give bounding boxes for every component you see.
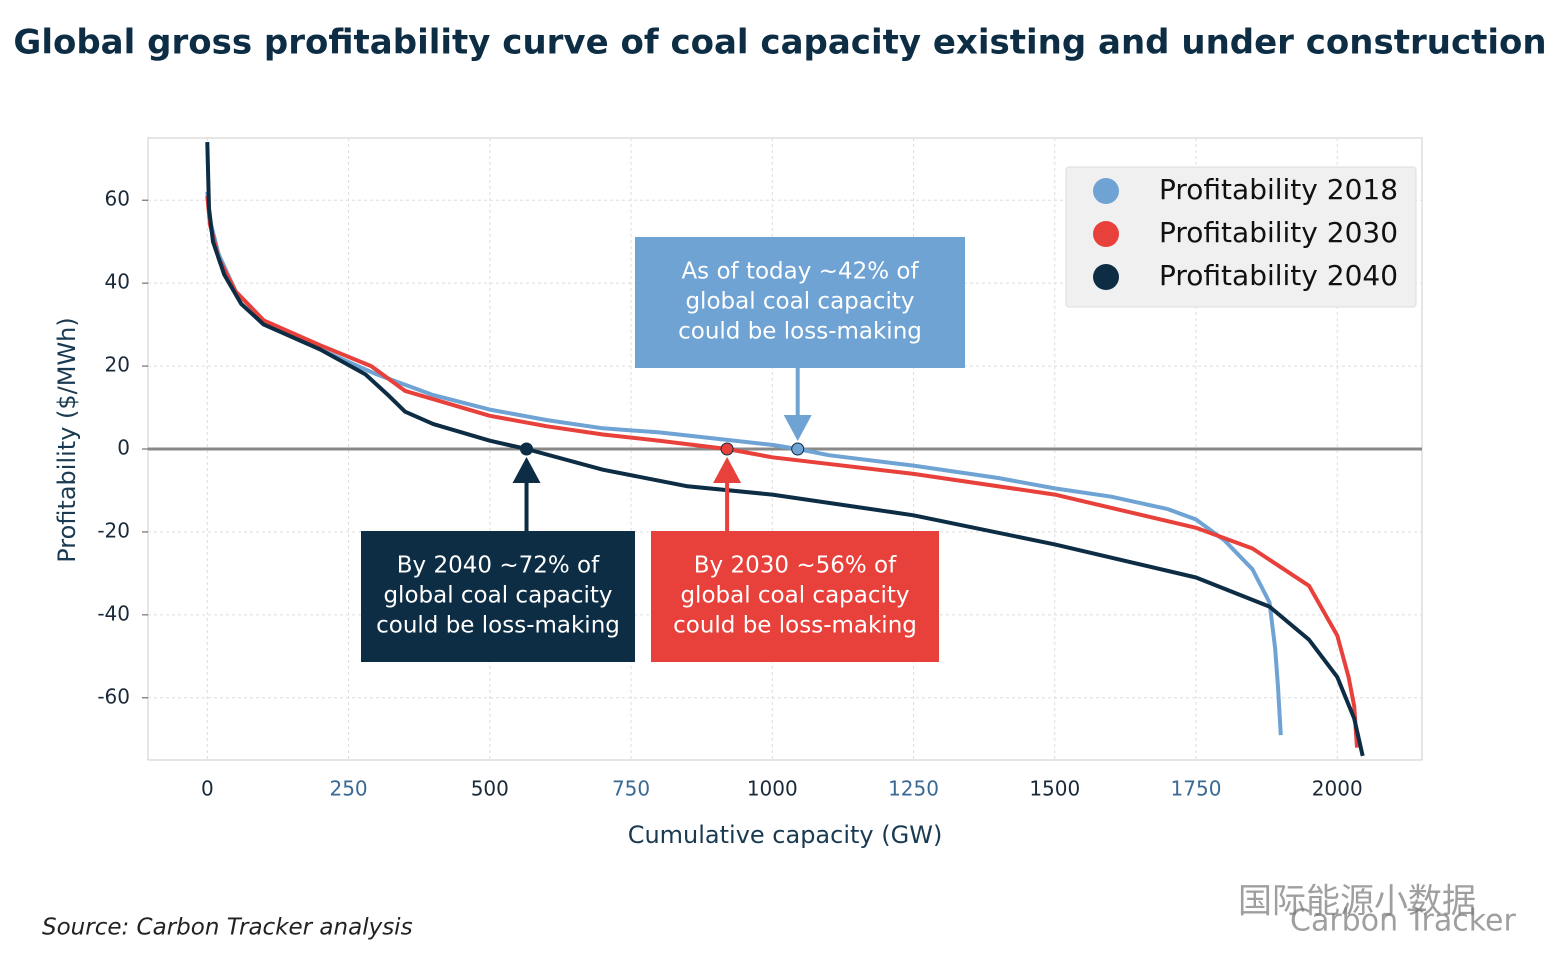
annotation-text: could be loss-making [678,319,922,345]
x-tick-label: 1000 [747,777,798,801]
annotation-box [361,531,635,662]
legend-label: Profitability 2040 [1159,259,1398,292]
annotation-text: could be loss-making [376,613,620,639]
y-tick-label: 60 [105,187,130,211]
annotation-text: By 2040 ~72% of [397,553,600,579]
annotation-point [720,442,734,456]
source: Source: Carbon Tracker analysis [42,915,413,941]
annotation-point [791,442,805,456]
legend-box [1065,166,1417,308]
x-tick-label: 1250 [888,777,939,801]
legend-label: Profitability 2018 [1159,173,1398,206]
annotation-arrowhead [783,415,812,441]
y-tick-label: 20 [105,353,130,377]
annotation-box [651,531,939,662]
overlay: As of today ~42% of global coal capacity c… [361,166,1417,662]
annotation-text: global coal capacity [685,289,914,315]
x-tick-label: 1750 [1171,777,1222,801]
x-tick-label: 2000 [1312,777,1363,801]
x-tick-label: 500 [471,777,509,801]
lines [205,142,1365,757]
x-tick-label: 250 [329,777,367,801]
series-line [205,142,1365,757]
annotation-text: By 2030 ~56% of [694,553,897,579]
y-tick-label: -20 [97,518,130,542]
annotation-point [520,442,534,456]
annotation-box [635,237,965,368]
legend-swatch [1093,221,1119,247]
watermark: 国际能源小数据 [1238,882,1476,922]
y-axis-label: Profitability ($/MWh) [53,317,81,563]
logo: Carbon Tracker [1290,904,1517,939]
y-tick-label: -40 [97,601,130,625]
annotation-text: global coal capacity [383,583,612,609]
x-tick-label: 750 [612,777,650,801]
x-axis-label: Cumulative capacity (GW) [628,821,943,849]
x-tick-label: 1500 [1029,777,1080,801]
y-tick-label: -60 [97,684,130,708]
legend-swatch [1093,264,1119,290]
annotation-arrowhead [512,457,541,483]
x-tick-label: 0 [201,777,214,801]
annotation-text: could be loss-making [673,613,917,639]
annotation-arrowhead [713,457,742,483]
y-tick-label: 40 [105,270,130,294]
annotation-text: As of today ~42% of [681,259,919,285]
chart-title: Global gross profitability curve of coal… [13,23,1546,63]
legend-swatch [1093,178,1119,204]
series-line [205,195,1359,748]
annotation-text: global coal capacity [680,583,909,609]
legend-label: Profitability 2030 [1159,216,1398,249]
y-tick-label: 0 [117,436,130,460]
